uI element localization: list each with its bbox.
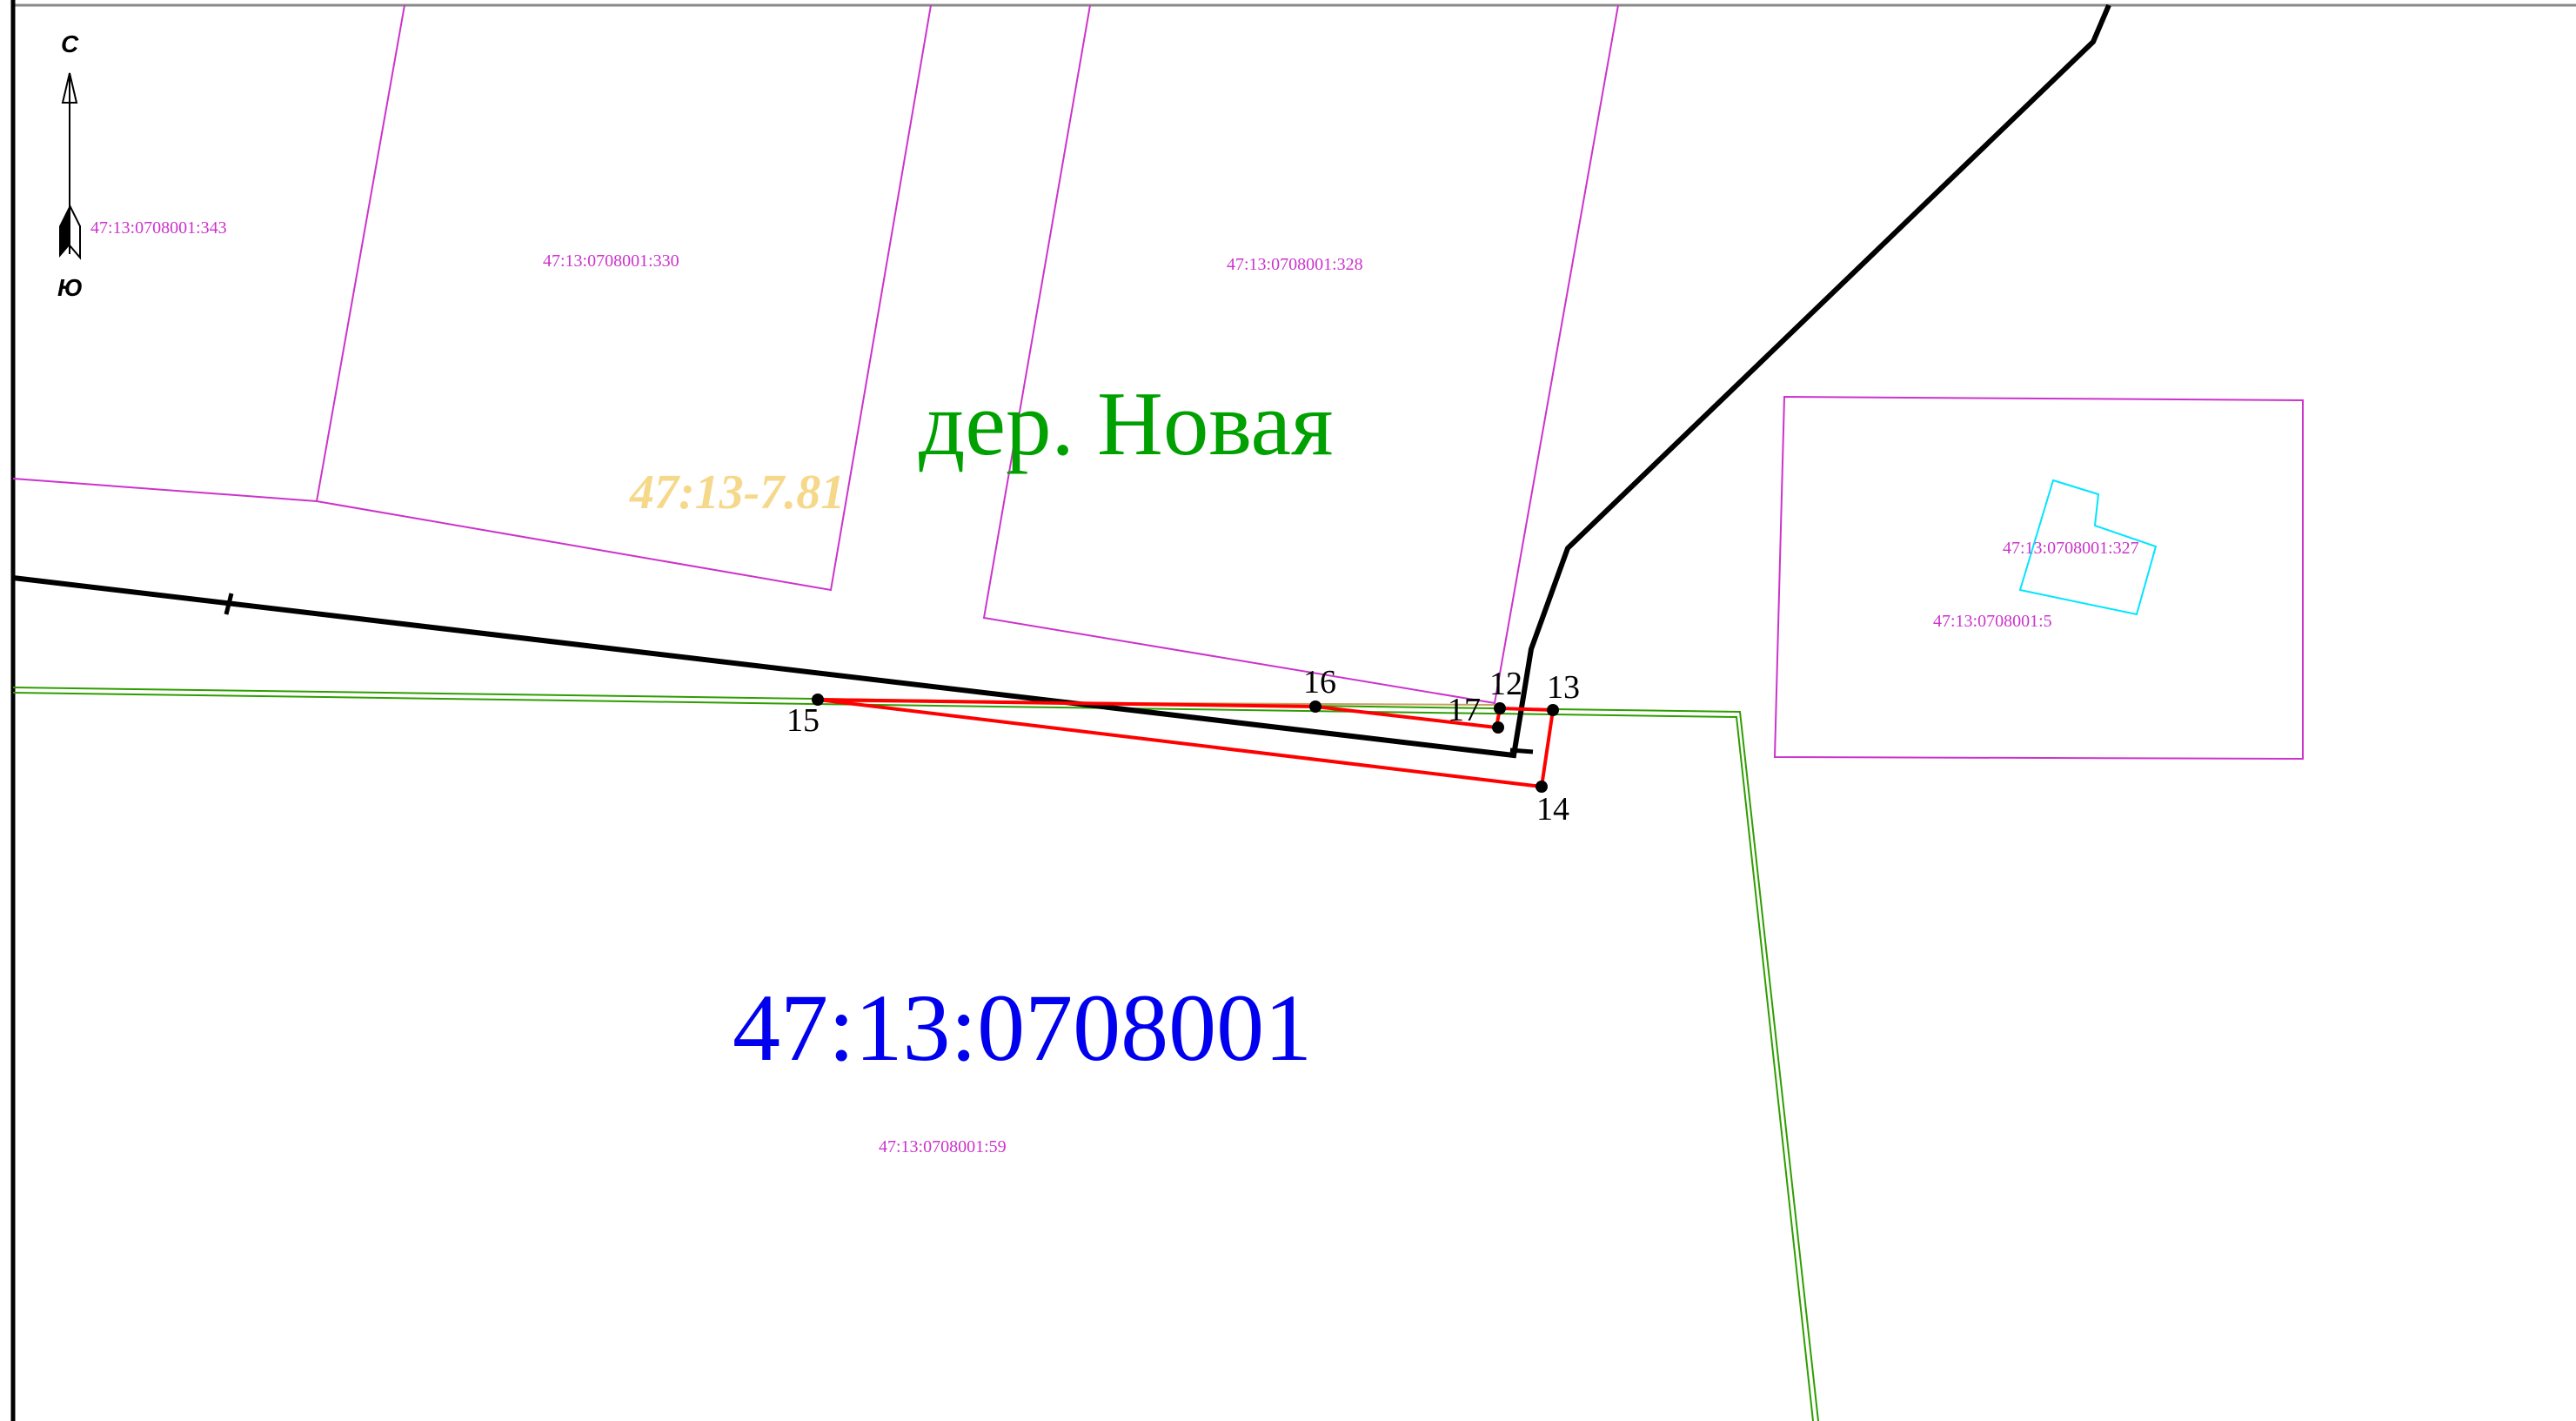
compass-north-arrowhead: [61, 72, 78, 104]
parcel-5-boundary: [1773, 395, 2304, 761]
point-17-marker: [1492, 721, 1504, 734]
point-14-marker: [1536, 781, 1548, 793]
road-lines: [12, 687, 1819, 1421]
compass-north-label: С: [61, 30, 79, 57]
point-13-marker: [1547, 704, 1559, 716]
parcel-label-59: 47:13:0708001:59: [879, 1137, 1007, 1156]
point-label-17: 17: [1448, 692, 1481, 728]
point-label-15: 15: [786, 702, 820, 739]
boundary-tick: [224, 593, 234, 615]
compass-south-marker-right: [69, 204, 81, 260]
characteristic-points: [812, 694, 1559, 793]
parcel-330-boundary-left: [316, 4, 405, 502]
compass-south-marker-left: [59, 205, 70, 258]
point-16-marker: [1309, 700, 1321, 713]
parcel-label-328: 47:13:0708001:328: [1227, 255, 1363, 274]
settlement-label: дер. Новая: [919, 372, 1333, 474]
point-label-16: 16: [1303, 664, 1336, 700]
parcel-330-boundary: [12, 4, 932, 592]
point-label-14: 14: [1536, 791, 1569, 828]
zone-label: 47:13-7.81: [629, 466, 845, 519]
parcel-label-330: 47:13:0708001:330: [543, 251, 679, 271]
point-label-13: 13: [1547, 669, 1580, 706]
parcel-label-5: 47:13:0708001:5: [1933, 612, 2052, 631]
parcel-label-343: 47:13:0708001:343: [90, 218, 227, 238]
parcel-boundaries: [12, 4, 2304, 761]
point-12-marker: [1494, 702, 1506, 714]
building-outline: [2018, 479, 2158, 616]
quarter-label: 47:13:0708001: [733, 975, 1312, 1081]
boundary-tick-end: [1509, 747, 1534, 754]
parcel-label-327: 47:13:0708001:327: [2003, 539, 2139, 558]
road-line-outer: [12, 687, 1819, 1421]
parcel-328-boundary: [982, 4, 1619, 705]
north-arrow: С Ю: [57, 30, 83, 301]
settlement-boundary: [12, 3, 2111, 759]
road-line-inner: [12, 692, 1814, 1421]
point-15-marker: [812, 694, 824, 706]
compass-south-label: Ю: [57, 274, 83, 301]
point-label-12: 12: [1489, 666, 1522, 702]
